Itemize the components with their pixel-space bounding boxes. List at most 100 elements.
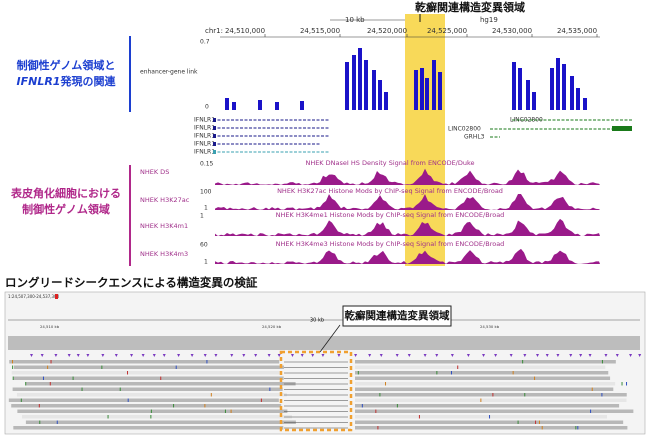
ruler-position: 24,510,000: [225, 27, 265, 35]
insertion-marker: [277, 354, 281, 357]
insertion-marker: [435, 354, 439, 357]
locus-marker: [55, 294, 58, 299]
insertion-marker: [523, 354, 527, 357]
chrom: chr1:: [205, 27, 223, 35]
read: [9, 360, 280, 364]
read: [25, 382, 296, 386]
mismatch: [119, 387, 121, 391]
link-bar: [532, 92, 536, 110]
insertion-marker: [40, 354, 44, 357]
signal: [215, 194, 600, 210]
read: [355, 382, 616, 386]
assembly: hg19: [480, 16, 498, 24]
insertion-marker: [190, 354, 194, 357]
insertion-marker: [76, 354, 80, 357]
callout-line: [319, 324, 341, 353]
read: [25, 420, 296, 424]
insertion-marker: [311, 354, 315, 357]
ruler-position: 24,535,000: [557, 27, 597, 35]
mismatch: [11, 360, 13, 364]
link-bar: [384, 92, 388, 110]
insertion-marker: [536, 354, 540, 357]
insertion-marker: [423, 354, 427, 357]
insertion-marker: [141, 354, 145, 357]
insertion-marker: [214, 354, 218, 357]
insertion-marker: [494, 354, 498, 357]
region-label: 乾癬関連構造変異領域: [415, 0, 525, 14]
link-bar: [576, 88, 580, 110]
exon: [213, 142, 216, 146]
insertion-marker: [152, 354, 156, 357]
gene-label: IFNLR1: [194, 125, 215, 132]
ruler-position: 24,520,000: [367, 27, 407, 35]
link-bar: [300, 101, 304, 110]
mismatch: [492, 393, 494, 397]
read: [355, 415, 607, 419]
link-bar: [275, 102, 279, 110]
link-bar: [232, 102, 236, 110]
link-bar: [512, 62, 516, 110]
mismatch: [38, 404, 40, 408]
mismatch: [12, 376, 14, 380]
read: [355, 409, 634, 413]
mismatch: [385, 382, 387, 386]
track-description: NHEK H3K4me3 Histone Mods by ChIP-seq Si…: [276, 240, 505, 248]
ruler-position: 24,515,000: [300, 27, 340, 35]
track-scale: 100: [200, 189, 212, 196]
mismatch: [127, 371, 129, 375]
mismatch: [361, 404, 363, 408]
read: [13, 426, 284, 430]
insertion-marker: [569, 354, 573, 357]
insertion-marker: [114, 354, 118, 357]
track-name: NHEK H3K27ac: [140, 196, 190, 204]
insertion-marker: [354, 354, 358, 357]
insertion-marker: [509, 354, 513, 357]
mismatch: [50, 360, 52, 364]
mismatch: [20, 398, 22, 402]
mismatch: [379, 393, 381, 397]
igv-position: 24,530 kb: [480, 324, 500, 329]
insertion-marker: [177, 354, 181, 357]
gene-name: IFNLR1: [17, 75, 61, 88]
mismatch: [621, 382, 623, 386]
insertion-marker: [379, 354, 383, 357]
mismatch: [269, 387, 271, 391]
mismatch: [56, 420, 58, 424]
insertion-marker: [130, 354, 134, 357]
mismatch: [524, 393, 526, 397]
mismatch: [107, 415, 109, 419]
read: [355, 387, 614, 391]
mismatch: [601, 393, 603, 397]
read: [355, 420, 624, 424]
track-name: NHEK H3K4m1: [140, 222, 188, 230]
ruler-position: 24,530,000: [492, 27, 532, 35]
link-bar: [414, 70, 418, 110]
mismatch: [626, 382, 628, 386]
insertion-marker: [54, 354, 58, 357]
mismatch: [450, 371, 452, 375]
insertion-marker: [242, 354, 246, 357]
mismatch: [575, 426, 577, 430]
gene-label: GRHL3: [464, 134, 485, 141]
exon: [213, 150, 216, 154]
mismatch: [577, 426, 579, 430]
insertion-marker: [203, 354, 207, 357]
mismatch: [101, 365, 103, 369]
read: [11, 371, 282, 375]
read: [355, 360, 616, 364]
mismatch: [204, 404, 206, 408]
insertion-marker: [407, 354, 411, 357]
insertion-marker: [368, 354, 372, 357]
insertion-marker: [67, 354, 71, 357]
insertion-marker: [556, 354, 560, 357]
link-bars: [225, 48, 587, 110]
insertion-marker: [629, 354, 633, 357]
igv-position: 24,510 kb: [40, 324, 60, 329]
read: [13, 376, 284, 380]
mismatch: [39, 420, 41, 424]
track-name: NHEK DS: [140, 168, 169, 176]
mismatch: [512, 371, 514, 375]
mismatch: [375, 409, 377, 413]
link-bar: [518, 68, 522, 110]
